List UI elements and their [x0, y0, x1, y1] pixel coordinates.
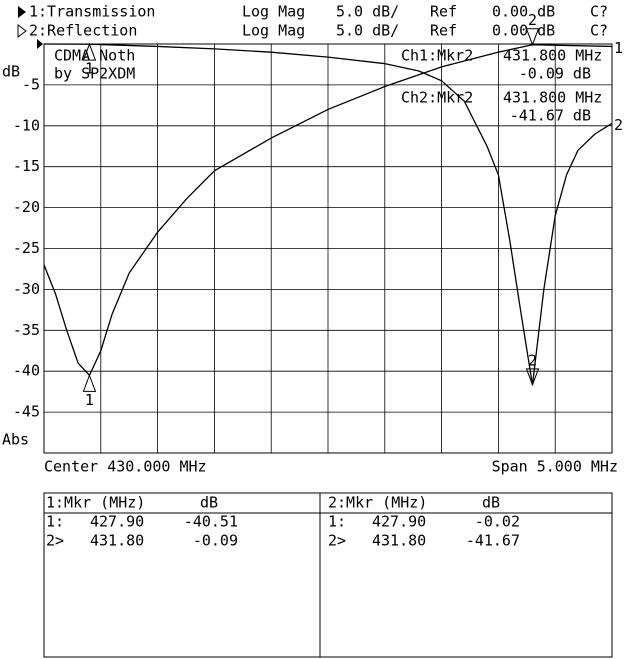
table-header: 1:Mkr (MHz)	[46, 494, 145, 512]
table-frame	[43, 492, 613, 658]
marker	[525, 28, 540, 47]
marker	[525, 368, 540, 387]
channel-setting: Log Mag	[242, 3, 305, 21]
table-cell: -41.67	[466, 532, 520, 550]
annotation: CDMA Noth	[54, 47, 135, 65]
readout-label: Ch2:Mkr2	[401, 89, 473, 107]
y-unit: dB	[2, 63, 20, 81]
trace	[43, 43, 613, 385]
channel-setting: Ref	[430, 22, 457, 40]
active-channel-arrow	[18, 6, 26, 18]
table-cell: -40.51	[184, 513, 238, 531]
readout-freq: 431.800 MHz	[503, 47, 602, 65]
channel-setting: Ref	[430, 3, 457, 21]
readout-label: Ch1:Mkr2	[401, 47, 473, 65]
trace	[43, 44, 613, 377]
channel-arrow	[17, 24, 27, 38]
span-label: Span 5.000 MHz	[492, 458, 618, 476]
channel-name: 2:Reflection	[29, 22, 137, 40]
y-tick-label: -40	[13, 362, 40, 380]
marker-label: 2	[528, 351, 537, 369]
channel-setting: 5.0 dB/	[336, 22, 399, 40]
channel-setting: 0.00 dB	[492, 3, 555, 21]
y-tick-label: -35	[13, 321, 40, 339]
marker	[82, 373, 97, 392]
channel-setting: C?	[590, 22, 608, 40]
table-header: dB	[200, 494, 218, 512]
y-tick-label: -10	[13, 116, 40, 134]
channel-setting: Log Mag	[242, 22, 305, 40]
table-cell: 427.90	[372, 513, 426, 531]
y-tick-label: -30	[13, 280, 40, 298]
table-cell: 431.80	[372, 532, 426, 550]
y-tick-label: -45	[13, 403, 40, 421]
readout-value: -0.09 dB	[519, 65, 591, 83]
readout-value: -41.67 dB	[510, 107, 591, 125]
reference-arrow	[37, 39, 43, 49]
center-label: Center 430.000 MHz	[44, 458, 207, 476]
channel-name: 1:Transmission	[29, 3, 155, 21]
trace-label: 1	[614, 39, 623, 57]
trace-label: 2	[614, 116, 623, 134]
table-cell: 1:	[328, 513, 346, 531]
readout-freq: 431.800 MHz	[503, 89, 602, 107]
y-tick-label: -20	[13, 198, 40, 216]
table-cell: -0.09	[193, 532, 238, 550]
marker	[82, 42, 97, 61]
table-cell: 427.90	[90, 513, 144, 531]
table-cell: 1:	[46, 513, 64, 531]
channel-setting: 0.00 dB	[492, 22, 555, 40]
table-cell: 431.80	[90, 532, 144, 550]
table-cell: -0.02	[475, 513, 520, 531]
y-tick-label: -25	[13, 239, 40, 257]
y-tick-label: -15	[13, 157, 40, 175]
table-header: 2:Mkr (MHz)	[328, 494, 427, 512]
channel-setting: C?	[590, 3, 608, 21]
marker-label: 1	[85, 60, 94, 78]
y-tick-label: -5	[22, 75, 40, 93]
y-format: Abs	[2, 431, 29, 449]
table-cell: 2>	[328, 532, 346, 550]
annotation: by SP2XDM	[54, 65, 135, 83]
marker-label: 1	[85, 391, 94, 409]
channel-setting: 5.0 dB/	[336, 3, 399, 21]
marker-label: 2	[528, 11, 537, 29]
table-header: dB	[482, 494, 500, 512]
table-cell: 2>	[46, 532, 64, 550]
